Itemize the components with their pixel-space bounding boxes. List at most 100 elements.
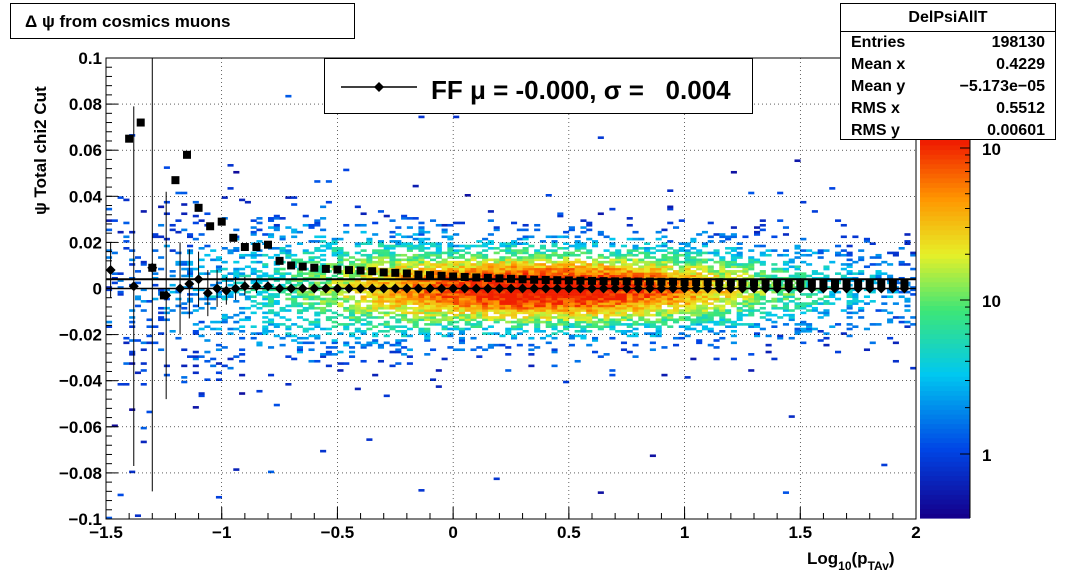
heatmap-cell [701,311,709,315]
square-marker [518,275,527,284]
heatmap-cell [129,470,136,474]
heatmap-cell [626,270,633,273]
heatmap-cell [534,270,541,273]
heatmap-cell [424,302,431,305]
colorbar-band [920,333,970,340]
heatmap-cell [273,267,280,271]
heatmap-cell [684,304,691,308]
colorbar-band [920,357,970,363]
heatmap-cell [638,274,645,278]
heatmap-cell [557,311,564,315]
heatmap-cell [163,212,170,216]
heatmap-cell [325,297,332,301]
heatmap-cell [782,249,790,252]
heatmap-cell [713,274,720,278]
heatmap-cell [545,323,552,326]
heatmap-cell [470,348,477,352]
heatmap-cell [435,306,442,310]
heatmap-cell [545,256,552,259]
heatmap-cell [412,295,419,299]
heatmap-cell [649,323,656,326]
heatmap-cell [314,311,321,315]
heatmap-cell [499,260,506,264]
square-marker [287,261,296,270]
heatmap-cell [701,300,709,303]
heatmap-cell [389,343,396,347]
heatmap-cell [493,281,500,285]
heatmap-cell [401,242,408,246]
heatmap-cell [366,304,373,308]
heatmap-cell [430,253,437,257]
heatmap-cell [308,290,315,294]
heatmap-cell [649,332,656,335]
heatmap-cell [701,260,709,264]
heatmap-cell [638,300,645,303]
heatmap-cell [418,247,425,250]
heatmap-cell [690,297,697,301]
heatmap-cell [210,270,217,273]
heatmap-cell [435,242,442,246]
heatmap-cell [493,309,500,312]
colorbar-band [920,503,970,510]
heatmap-cell [765,313,772,317]
heatmap-cell [268,217,275,220]
heatmap-cell [644,304,651,308]
heatmap-cell [175,230,182,234]
heatmap-cell [574,270,581,273]
heatmap-cell [568,270,575,273]
heatmap-cell [713,357,720,361]
heatmap-cell [511,263,518,266]
heatmap-cell [314,274,321,278]
heatmap-cell [557,293,564,296]
heatmap-cell [140,300,147,303]
heatmap-cell [696,306,703,310]
colorbar-band [920,206,970,212]
heatmap-cell [140,348,147,352]
heatmap-cell [441,306,448,310]
heatmap-cell [279,267,286,271]
heatmap-cell [748,263,755,266]
heatmap-cell [678,295,685,299]
heatmap-cell [430,348,437,352]
heatmap-cell [574,272,581,275]
heatmap-cell [320,205,327,209]
heatmap-cell [418,221,425,225]
heatmap-cell [505,332,512,335]
heatmap-cell [794,304,801,308]
heatmap-cell [661,249,668,252]
heatmap-cell [453,325,460,328]
heatmap-cell [401,339,408,342]
heatmap-cell [748,267,755,271]
heatmap-cell [268,323,275,326]
heatmap-cell [597,306,604,310]
heatmap-cell [296,283,304,287]
heatmap-cell [441,325,448,328]
heatmap-cell [129,362,136,365]
heatmap-cell [111,272,118,275]
heatmap-cell [788,316,795,319]
heatmap-cell [308,334,315,338]
heatmap-cell [707,240,714,243]
heatmap-cell [244,295,251,299]
heatmap-cell [730,341,737,345]
heatmap-cell [453,263,460,266]
heatmap-cell [430,378,437,381]
heatmap-cell [516,265,523,269]
heatmap-cell [302,302,309,305]
heatmap-cell [592,258,599,262]
heatmap-cell [239,373,246,377]
heatmap-cell [470,302,477,305]
heatmap-cell [644,247,651,250]
heatmap-cell [771,263,778,266]
heatmap-cell [337,283,344,287]
heatmap-cell [632,327,639,331]
heatmap-cell [366,240,373,243]
heatmap-cell [690,263,697,266]
heatmap-cell [389,260,396,264]
heatmap-cell [239,311,246,315]
heatmap-cell [626,295,633,299]
heatmap-cell [609,265,616,269]
heatmap-cell [528,348,535,352]
heatmap-cell [464,327,471,331]
